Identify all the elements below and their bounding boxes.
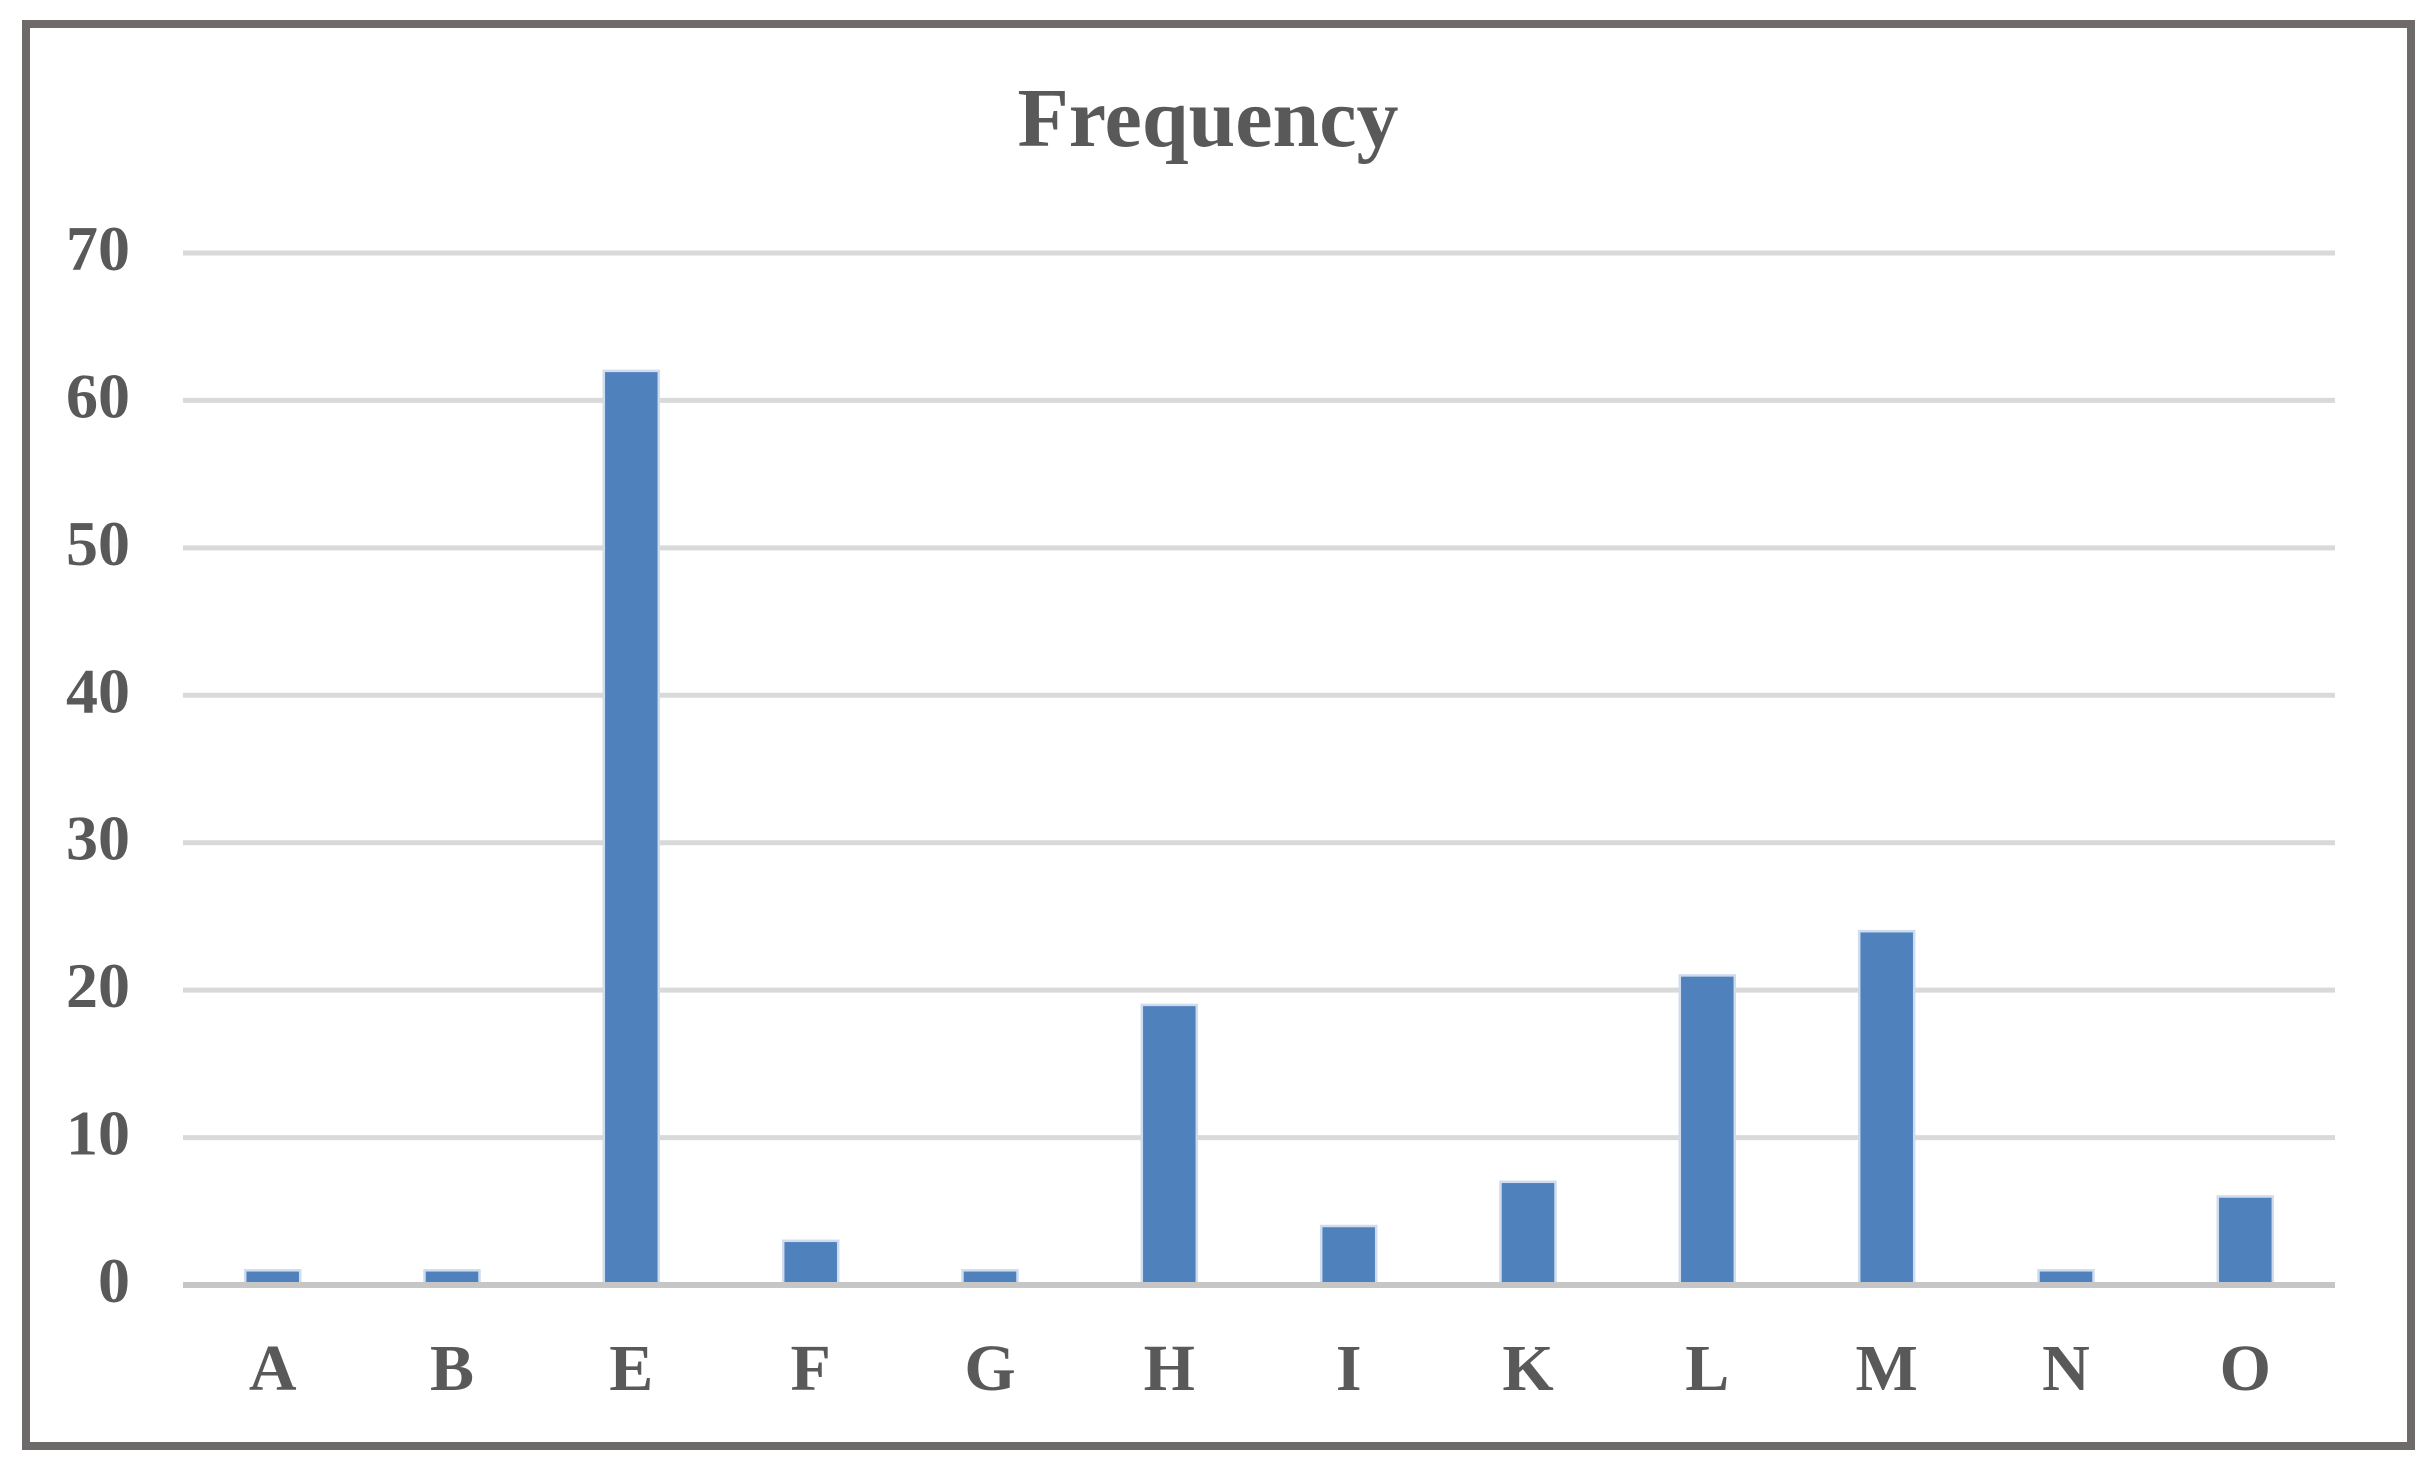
bar-H <box>1140 1003 1199 1287</box>
y-tick-label-30: 30 <box>66 803 130 874</box>
x-axis-label-H: H <box>1144 1332 1195 1405</box>
x-axis-label-K: K <box>1502 1332 1553 1405</box>
x-axis-label-N: N <box>2042 1332 2090 1405</box>
y-axis-labels-group: 0 10 20 30 40 50 60 70 <box>66 213 130 1316</box>
bars-group <box>243 369 2275 1287</box>
y-tick-label-40: 40 <box>66 655 130 726</box>
x-axis-label-O: O <box>2220 1332 2271 1405</box>
bar-L <box>1678 974 1737 1287</box>
bar-M <box>1857 929 1916 1287</box>
y-tick-label-20: 20 <box>66 950 130 1021</box>
y-tick-label-70: 70 <box>66 213 130 284</box>
gridlines-group <box>183 250 2335 1141</box>
y-tick-label-60: 60 <box>66 360 130 431</box>
bar-F <box>781 1239 840 1287</box>
bar-O <box>2216 1195 2275 1287</box>
x-axis-label-I: I <box>1336 1332 1362 1405</box>
chart-title: Frequency <box>1017 72 1398 165</box>
bar-I <box>1319 1224 1378 1287</box>
x-axis-label-E: E <box>609 1332 653 1405</box>
x-axis-label-G: G <box>964 1332 1015 1405</box>
y-tick-label-10: 10 <box>66 1098 130 1169</box>
x-axis-label-F: F <box>791 1332 831 1405</box>
y-tick-label-0: 0 <box>98 1245 130 1316</box>
x-axis-label-B: B <box>430 1332 474 1405</box>
y-tick-label-50: 50 <box>66 508 130 579</box>
x-axis-label-A: A <box>249 1332 297 1405</box>
bar-K <box>1499 1180 1557 1287</box>
x-axis-label-L: L <box>1685 1332 1729 1405</box>
figure-border <box>22 20 2415 1450</box>
bar-E <box>602 369 661 1287</box>
x-axis-label-M: M <box>1856 1332 1918 1405</box>
